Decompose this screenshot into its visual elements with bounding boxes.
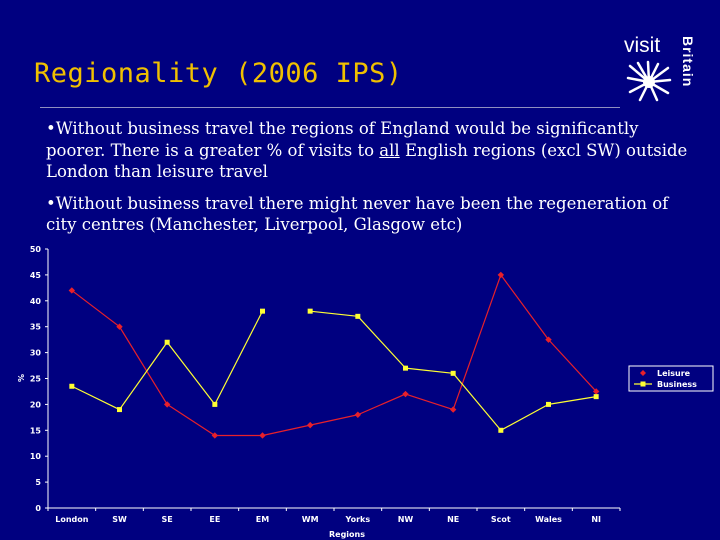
business-data-point xyxy=(546,401,551,407)
leisure-series-segment xyxy=(118,326,168,405)
logo-visit-text: visit xyxy=(624,34,661,57)
y-tick-label: 5 xyxy=(35,478,41,487)
leisure-series-segment xyxy=(452,274,502,410)
x-tick-label: NI xyxy=(591,515,601,524)
y-tick-label: 0 xyxy=(35,504,41,513)
x-tick-label: EM xyxy=(256,515,269,524)
y-tick-label: 35 xyxy=(30,323,42,332)
leisure-series-segment xyxy=(310,414,358,426)
business-series-segment xyxy=(166,341,216,405)
legend-box xyxy=(628,365,714,392)
x-tick-label: Wales xyxy=(535,515,562,524)
business-data-point xyxy=(403,365,408,371)
leisure-data-point xyxy=(306,421,314,429)
bullet-item: •Without business travel the regions of … xyxy=(46,119,688,181)
x-axis-title: Regions xyxy=(329,530,365,539)
business-data-point xyxy=(117,407,122,413)
chart-legend: Leisure Business xyxy=(628,365,714,392)
x-tick-label: NW xyxy=(398,515,414,524)
x-tick-label: SW xyxy=(112,515,127,524)
bullet-item: •Without business travel there might nev… xyxy=(46,193,669,235)
business-data-point xyxy=(69,383,75,389)
y-tick-label: 10 xyxy=(30,452,42,461)
business-data-point xyxy=(212,401,218,407)
leisure-data-point xyxy=(592,388,600,395)
y-tick-label: 40 xyxy=(30,297,42,306)
business-data-point xyxy=(164,339,170,345)
leisure-series-segment xyxy=(548,339,597,392)
business-data-point xyxy=(450,370,456,376)
legend-label: Leisure xyxy=(657,369,691,378)
y-tick-label: 20 xyxy=(30,400,42,409)
business-series-segment xyxy=(357,315,406,369)
business-data-point xyxy=(260,308,265,314)
lion-emblem-icon xyxy=(626,60,672,102)
leisure-data-point xyxy=(116,323,123,330)
leisure-data-point xyxy=(259,432,266,439)
slide-title: Regionality (2006 IPS) xyxy=(34,58,403,89)
x-tick-label: SE xyxy=(162,515,173,524)
business-series-segment xyxy=(548,396,597,405)
leisure-series-segment xyxy=(71,289,120,328)
business-series-segment xyxy=(119,341,168,410)
bullet-list: •Without business travel the regions of … xyxy=(46,118,696,236)
x-tick-label: NE xyxy=(447,515,459,524)
leisure-data-point xyxy=(402,390,409,398)
logo-britain-text: Britain xyxy=(680,36,696,88)
business-series-segment xyxy=(310,310,358,317)
y-tick-label: 25 xyxy=(30,375,42,384)
leisure-data-point xyxy=(68,287,76,294)
leisure-data-point xyxy=(545,336,552,343)
x-tick-label: Scot xyxy=(491,515,511,524)
leisure-series-segment xyxy=(405,393,454,411)
leisure-series-segment xyxy=(500,274,549,341)
business-series-segment xyxy=(500,403,549,431)
x-tick-label: Yorks xyxy=(345,515,371,524)
y-axis-title: % xyxy=(17,374,26,382)
leisure-series-segment xyxy=(357,393,406,416)
leisure-series-segment xyxy=(262,424,311,437)
business-series-segment xyxy=(71,385,120,411)
x-tick-label: EE xyxy=(209,515,220,524)
business-series-segment xyxy=(214,310,264,405)
business-series-segment xyxy=(452,372,502,431)
y-tick-label: 30 xyxy=(30,349,42,358)
leisure-data-point xyxy=(497,271,505,279)
leisure-data-point xyxy=(449,406,457,413)
business-data-point xyxy=(498,427,504,433)
legend-swatch-marker xyxy=(640,381,646,387)
leisure-data-point xyxy=(163,401,171,408)
y-tick-label: 50 xyxy=(30,245,42,254)
legend-label: Business xyxy=(657,380,697,389)
x-tick-label: WM xyxy=(302,515,319,524)
emphasis-text: all xyxy=(379,140,400,160)
y-tick-label: 45 xyxy=(30,271,42,280)
business-data-point xyxy=(355,313,361,319)
business-data-point xyxy=(307,308,313,314)
leisure-series-segment xyxy=(166,403,216,436)
leisure-data-point xyxy=(211,432,219,439)
y-tick-label: 15 xyxy=(30,426,42,435)
visitbritain-logo: visit Britain xyxy=(620,30,696,104)
leisure-data-point xyxy=(354,411,362,418)
business-data-point xyxy=(593,394,599,400)
x-tick-label: London xyxy=(55,515,89,524)
business-series-segment xyxy=(405,367,454,374)
title-divider xyxy=(40,107,620,108)
legend-swatch-marker xyxy=(640,370,646,376)
